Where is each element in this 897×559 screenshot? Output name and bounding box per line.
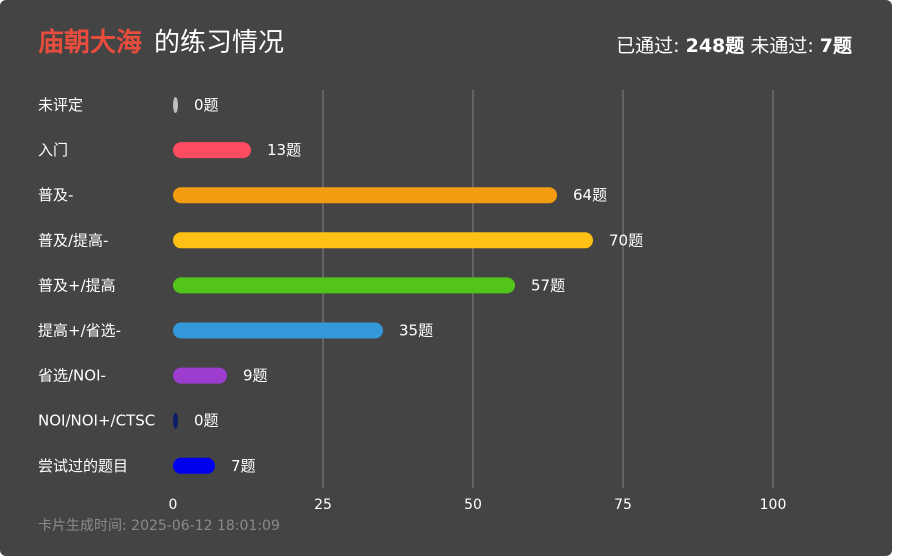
bar-1[interactable] [173, 142, 251, 159]
bar-5[interactable] [173, 322, 383, 339]
bar-0[interactable] [173, 97, 178, 113]
category-label-7: NOI/NOI+/CTSC [38, 412, 155, 430]
value-label-1: 13题 [267, 141, 301, 159]
bar-6[interactable] [173, 367, 227, 384]
generated-time-footer: 卡片生成时间: 2025-06-12 18:01:09 [38, 516, 280, 536]
category-label-3: 普及/提高- [38, 231, 108, 249]
title-suffix: 的练习情况 [154, 28, 285, 58]
generated-time: 2025-06-12 18:01:09 [131, 518, 280, 534]
generated-label: 卡片生成时间: [38, 518, 127, 534]
value-labels: 0题 13题 64题 70题 57题 35题 9题 0题 7题 [194, 96, 643, 475]
value-label-3: 70题 [609, 231, 643, 249]
x-tick-50: 50 [464, 497, 482, 513]
bar-8[interactable] [173, 457, 215, 474]
bar-7[interactable] [173, 412, 178, 429]
bar-4[interactable] [173, 277, 515, 294]
value-label-7: 0题 [194, 412, 219, 430]
username[interactable]: 庙朝大海 [38, 28, 143, 58]
value-label-6: 9题 [243, 367, 268, 385]
value-label-4: 57题 [531, 276, 565, 294]
value-label-2: 64题 [573, 186, 607, 204]
category-label-0: 未评定 [38, 96, 83, 114]
x-tick-25: 25 [314, 497, 332, 513]
value-label-0: 0题 [194, 96, 219, 114]
category-label-6: 省选/NOI- [38, 367, 106, 385]
card-title: 庙朝大海 的练习情况 [38, 26, 284, 60]
value-label-8: 7题 [231, 457, 256, 475]
x-tick-100: 100 [760, 497, 787, 513]
failed-count: 7题 [819, 35, 852, 57]
value-label-5: 35题 [399, 322, 433, 340]
x-tick-75: 75 [614, 497, 632, 513]
category-label-1: 入门 [38, 141, 68, 159]
bar-3[interactable] [173, 232, 593, 249]
x-tick-0: 0 [169, 497, 178, 513]
passed-count: 248题 [685, 35, 745, 57]
failed-label: 未通过: [750, 35, 814, 57]
passed-label: 已通过: [616, 35, 680, 57]
x-axis-ticks: 0 25 50 75 100 [169, 497, 787, 513]
category-label-5: 提高+/省选- [38, 322, 121, 340]
category-label-2: 普及- [38, 186, 73, 204]
pass-stats: 已通过: 248题 未通过: 7题 [616, 33, 852, 59]
category-label-4: 普及+/提高 [38, 276, 116, 294]
bar-2[interactable] [173, 187, 557, 204]
bars [173, 97, 593, 474]
category-label-8: 尝试过的题目 [38, 457, 128, 475]
